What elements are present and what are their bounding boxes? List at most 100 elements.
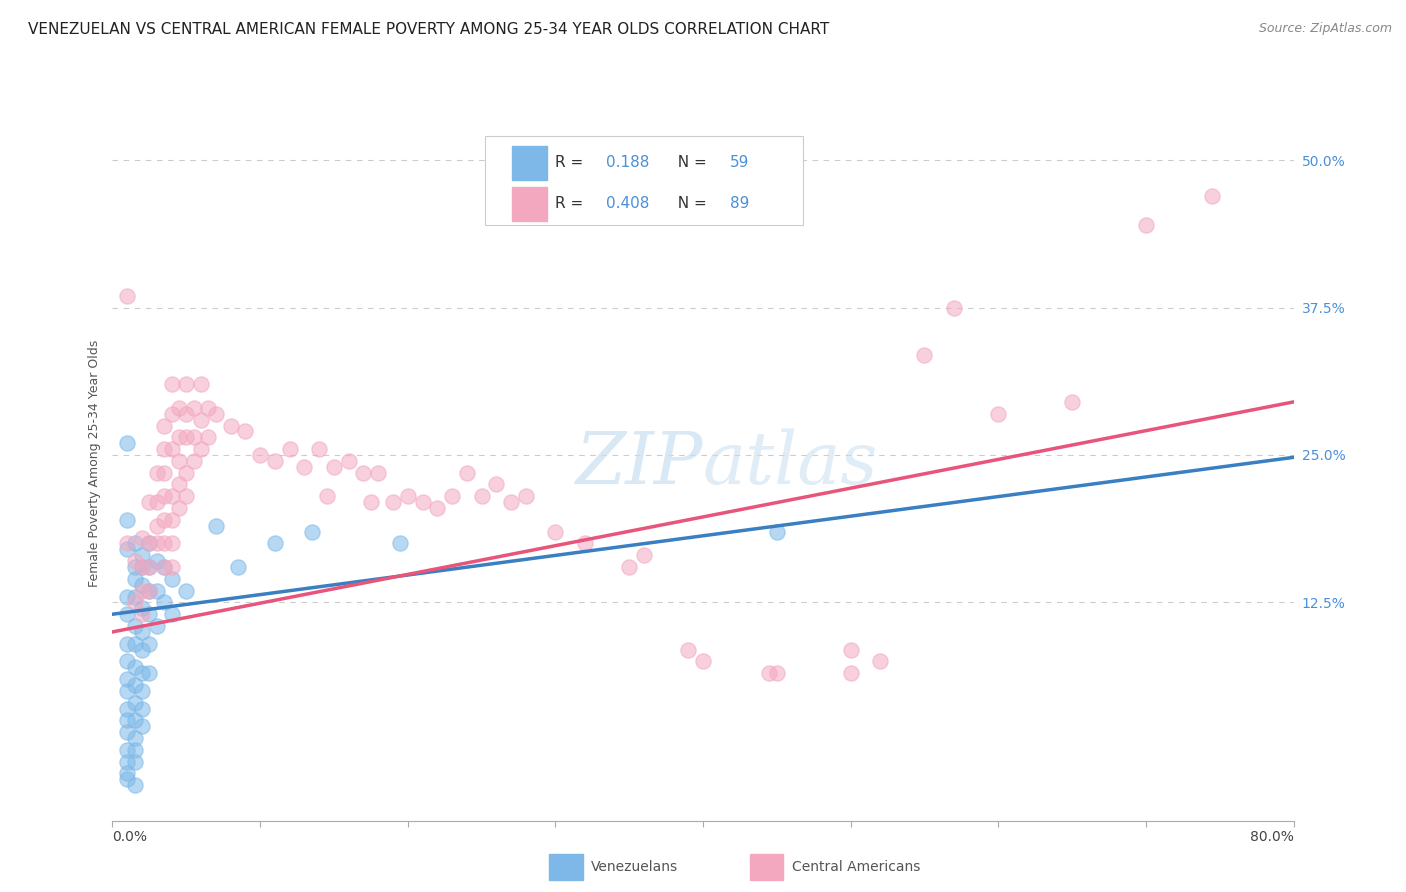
Point [146, 466, 169, 480]
Text: N =: N = [668, 195, 711, 211]
Point [470, 489, 494, 503]
Point [160, 607, 183, 622]
FancyBboxPatch shape [550, 855, 582, 880]
Point [138, 583, 160, 598]
Point [124, 660, 146, 674]
Point [766, 666, 789, 681]
Text: R =: R = [555, 195, 589, 211]
Point [124, 536, 146, 550]
Point [167, 454, 190, 468]
Point [131, 624, 153, 639]
Point [124, 714, 146, 728]
Point [1201, 188, 1223, 202]
Point [117, 536, 138, 550]
Point [117, 513, 138, 527]
Point [153, 466, 176, 480]
Point [914, 348, 936, 362]
Point [117, 672, 138, 686]
Point [183, 454, 205, 468]
Point [839, 642, 862, 657]
Point [138, 583, 160, 598]
Point [124, 743, 146, 757]
Point [692, 654, 714, 668]
Point [942, 301, 965, 315]
Point [183, 430, 205, 444]
Text: ZIP: ZIP [575, 428, 703, 500]
Point [146, 536, 169, 550]
Point [190, 412, 212, 426]
Point [160, 560, 183, 574]
Point [117, 637, 138, 651]
Point [167, 401, 190, 415]
Point [308, 442, 330, 456]
Point [426, 501, 449, 516]
Point [117, 436, 138, 450]
Point [138, 607, 160, 622]
Point [619, 560, 641, 574]
Point [396, 489, 419, 503]
Text: VENEZUELAN VS CENTRAL AMERICAN FEMALE POVERTY AMONG 25-34 YEAR OLDS CORRELATION : VENEZUELAN VS CENTRAL AMERICAN FEMALE PO… [28, 22, 830, 37]
Point [360, 495, 382, 509]
Point [131, 578, 153, 592]
Point [987, 407, 1010, 421]
Point [117, 772, 138, 787]
Text: 0.188: 0.188 [606, 154, 650, 169]
Point [633, 548, 655, 562]
Point [337, 454, 360, 468]
Point [292, 459, 315, 474]
Point [315, 489, 337, 503]
Point [160, 536, 183, 550]
Point [367, 466, 389, 480]
Text: atlas: atlas [703, 428, 879, 500]
Point [1135, 218, 1157, 232]
Point [160, 442, 183, 456]
Point [131, 601, 153, 615]
Point [131, 719, 153, 733]
Text: 0.0%: 0.0% [112, 830, 148, 844]
Point [124, 778, 146, 792]
Point [117, 590, 138, 604]
Point [124, 755, 146, 769]
Point [146, 518, 169, 533]
Point [124, 590, 146, 604]
Point [167, 430, 190, 444]
Point [131, 531, 153, 545]
Point [1062, 395, 1084, 409]
Text: 59: 59 [730, 154, 749, 169]
Point [117, 542, 138, 557]
Point [146, 583, 169, 598]
Point [124, 731, 146, 745]
Point [197, 430, 219, 444]
Point [117, 755, 138, 769]
Point [124, 696, 146, 710]
FancyBboxPatch shape [512, 186, 547, 221]
Point [174, 430, 197, 444]
Point [264, 454, 287, 468]
Point [124, 595, 146, 609]
Point [160, 572, 183, 586]
Point [124, 678, 146, 692]
Point [174, 489, 197, 503]
Point [138, 536, 160, 550]
Point [131, 548, 153, 562]
Text: 0.408: 0.408 [606, 195, 650, 211]
Y-axis label: Female Poverty Among 25-34 Year Olds: Female Poverty Among 25-34 Year Olds [89, 340, 101, 588]
Point [117, 714, 138, 728]
Point [146, 554, 169, 568]
Point [441, 489, 464, 503]
Point [153, 489, 176, 503]
FancyBboxPatch shape [485, 136, 803, 225]
Point [138, 536, 160, 550]
Point [160, 513, 183, 527]
Point [160, 489, 183, 503]
Point [131, 607, 153, 622]
Point [131, 684, 153, 698]
FancyBboxPatch shape [751, 855, 783, 880]
Point [124, 637, 146, 651]
Point [131, 701, 153, 715]
Point [174, 466, 197, 480]
Point [323, 459, 346, 474]
Point [167, 501, 190, 516]
Point [205, 407, 228, 421]
Point [138, 666, 160, 681]
